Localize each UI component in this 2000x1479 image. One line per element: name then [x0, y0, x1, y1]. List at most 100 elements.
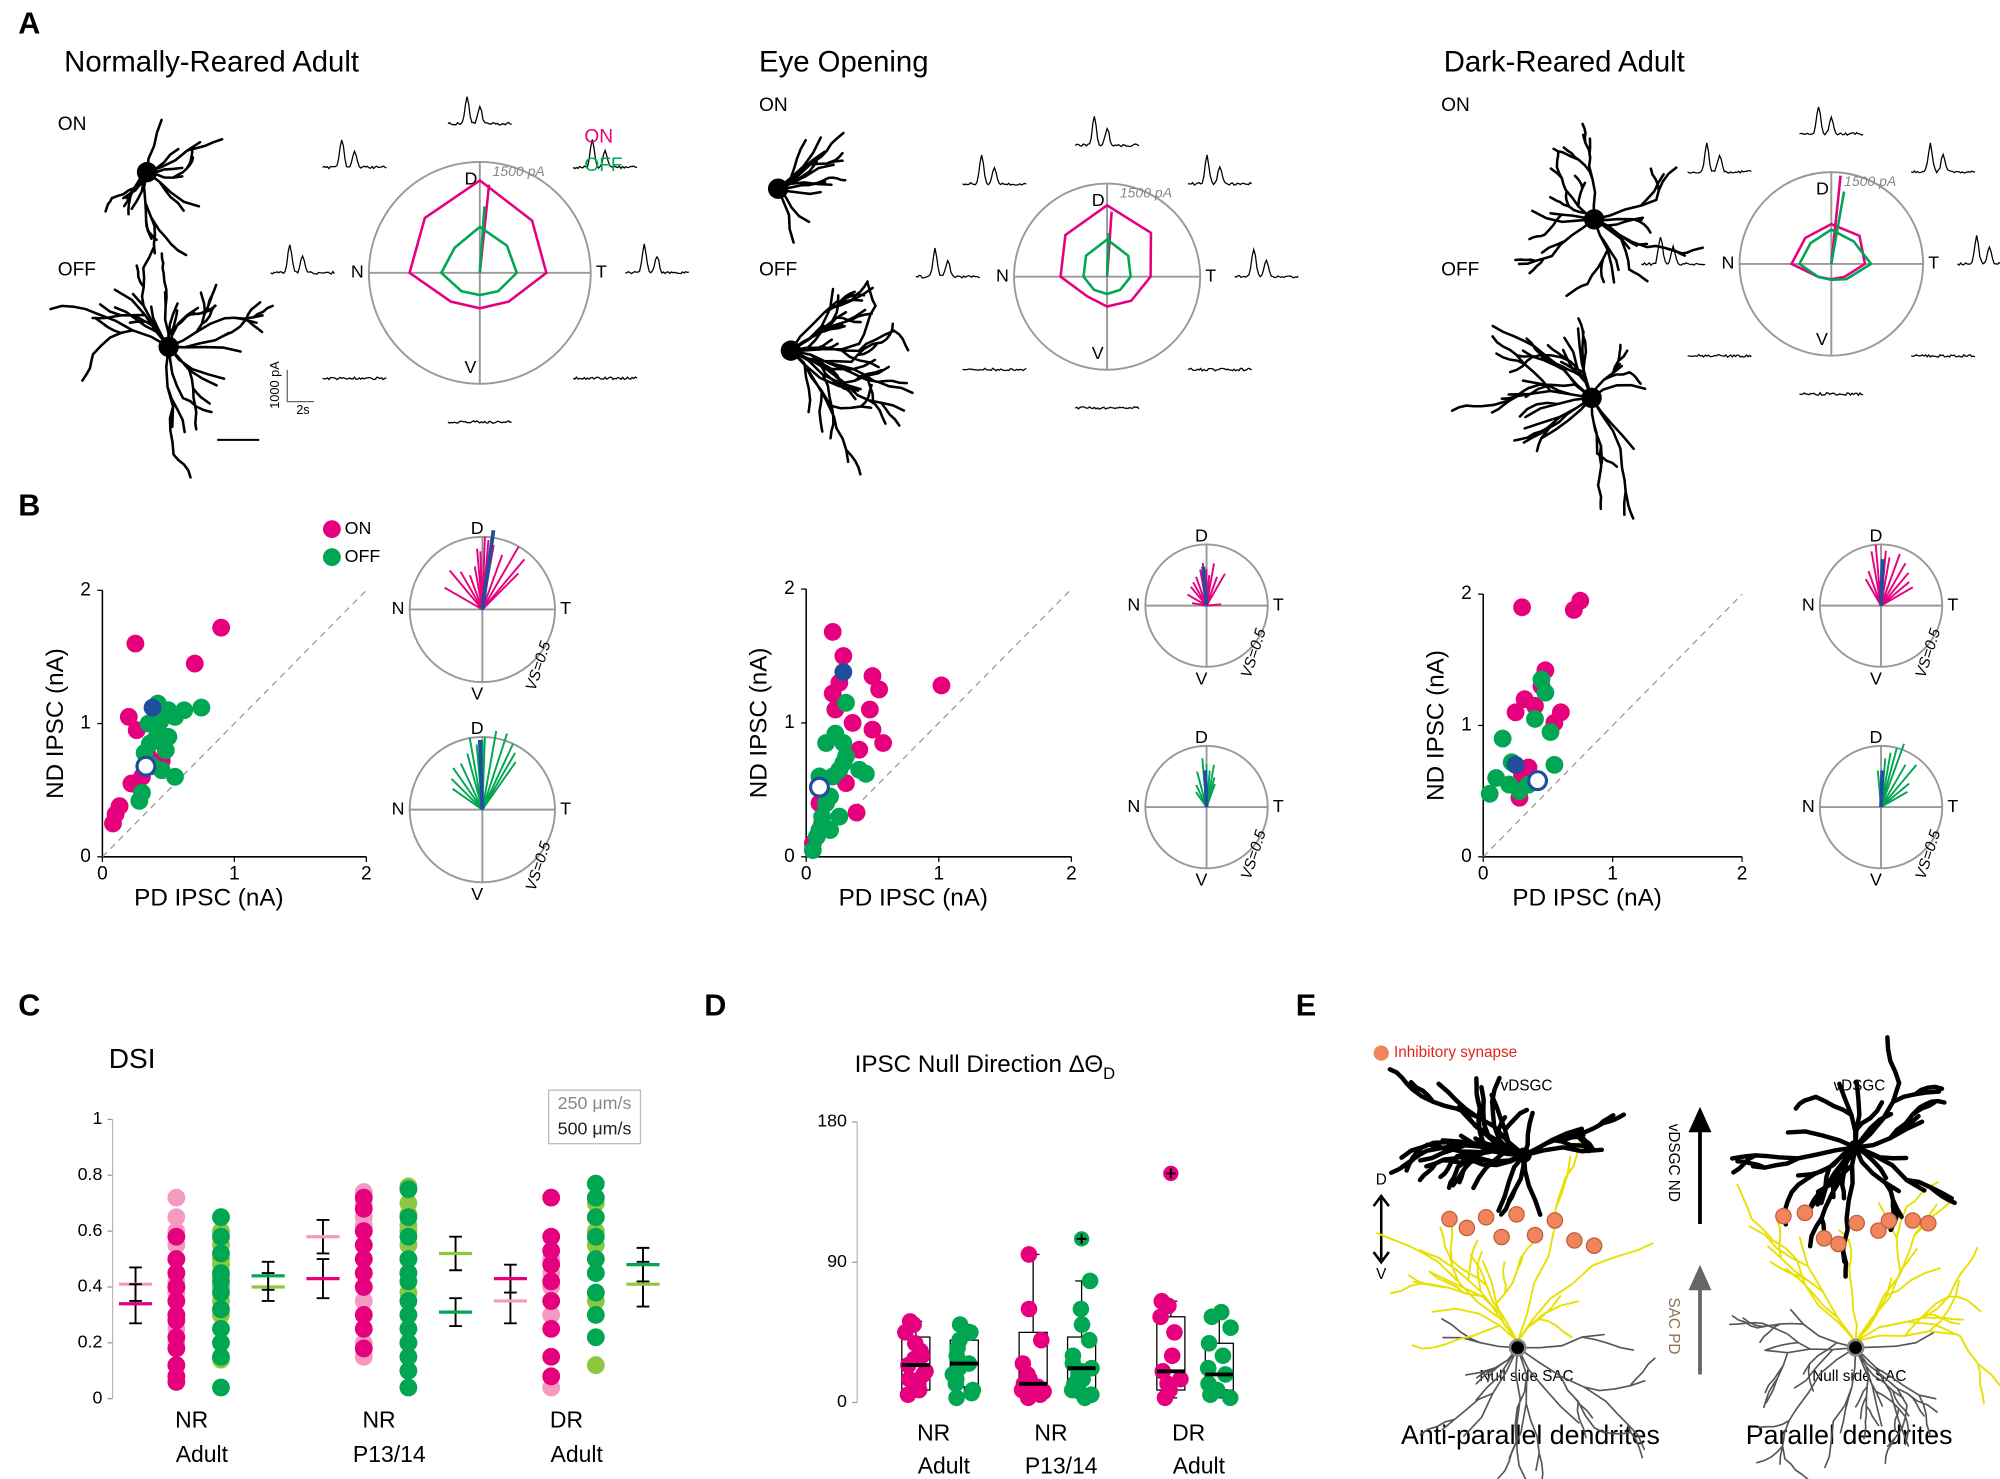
point	[586, 1328, 605, 1347]
direction-label: D	[1816, 179, 1829, 199]
soma	[1508, 1338, 1527, 1357]
dendrite	[1730, 1035, 1957, 1279]
direction-label: N	[1722, 253, 1735, 273]
x-tick-label: 2	[361, 864, 372, 885]
point	[542, 1347, 561, 1366]
point	[110, 797, 129, 816]
scale-label: 1000 pA	[267, 361, 282, 409]
direction-label: V	[1092, 343, 1104, 363]
title-text: IPSC Null Direction ΔΘ	[855, 1051, 1104, 1078]
y-tick-label: 2	[1461, 583, 1472, 604]
vector	[1880, 586, 1914, 607]
arrow-label: SAC PD	[1665, 1298, 1682, 1355]
x-axis-label: PD IPSC (nA)	[1512, 884, 1661, 911]
point	[910, 1375, 927, 1393]
point	[932, 676, 951, 695]
synapse	[1585, 1237, 1603, 1254]
legend-marker	[322, 548, 341, 567]
synapse	[1848, 1214, 1865, 1232]
point	[1513, 598, 1531, 617]
point	[354, 1292, 373, 1310]
point	[354, 1222, 373, 1241]
direction-label: V	[1870, 870, 1882, 890]
legend-box	[548, 1089, 642, 1145]
legend-label: ON	[584, 127, 613, 148]
dendrite	[1450, 317, 1647, 520]
x-tick-label: 1	[1607, 864, 1618, 885]
y-tick-label: 0	[92, 1387, 102, 1407]
point	[1551, 703, 1570, 722]
point	[167, 1264, 186, 1282]
trace	[1957, 235, 2000, 266]
y-tick-label: 180	[817, 1111, 847, 1131]
point	[135, 755, 157, 777]
point	[913, 1347, 931, 1365]
direction-label: D	[471, 518, 484, 538]
trace	[572, 139, 638, 170]
trace	[915, 247, 980, 279]
dendrite	[776, 131, 847, 244]
point	[354, 1250, 373, 1268]
direction-label: D	[471, 718, 484, 738]
vector	[481, 572, 519, 611]
point	[399, 1333, 418, 1352]
point	[192, 698, 211, 717]
vector	[1206, 603, 1222, 607]
point	[803, 841, 822, 860]
point	[951, 1316, 969, 1333]
point	[354, 1305, 373, 1324]
point	[586, 1250, 605, 1268]
direction-label: V	[1195, 668, 1207, 688]
trace	[1911, 353, 1976, 358]
soma	[1516, 1147, 1532, 1163]
direction-label: T	[560, 798, 571, 818]
radar-polygon	[1059, 203, 1153, 308]
point	[837, 747, 855, 766]
vector	[1203, 770, 1209, 808]
outlier-marker	[1076, 1233, 1087, 1244]
vector	[480, 530, 496, 610]
panel-label: E	[1296, 988, 1316, 1022]
direction-label: T	[1273, 594, 1284, 614]
trace	[1074, 405, 1140, 410]
point	[167, 1208, 186, 1227]
y-axis-label: ND IPSC (nA)	[1423, 650, 1450, 801]
x-tick-label: 0	[801, 864, 812, 885]
point	[863, 720, 882, 739]
point	[399, 1264, 418, 1282]
point	[1033, 1331, 1050, 1349]
caption: Parallel dendrites	[1746, 1420, 1953, 1450]
point	[399, 1180, 418, 1199]
trace	[1687, 142, 1752, 174]
vector	[1880, 790, 1909, 808]
panel-label: A	[18, 7, 40, 41]
point	[1493, 729, 1512, 748]
point	[212, 1272, 230, 1291]
direction-label: N	[351, 262, 364, 282]
panel-label: C	[18, 988, 40, 1022]
y-axis-label: ND IPSC (nA)	[42, 648, 69, 799]
dendrite	[104, 118, 224, 257]
synapse	[1904, 1212, 1922, 1229]
x-tick-label: DR	[1172, 1419, 1205, 1445]
point	[399, 1378, 418, 1397]
point	[1526, 696, 1544, 715]
point	[1020, 1300, 1038, 1318]
cell-label: ON	[58, 114, 87, 135]
dendrite	[49, 246, 274, 479]
trace	[1687, 353, 1752, 359]
point	[126, 634, 145, 653]
direction-label: V	[471, 684, 483, 704]
trace	[572, 376, 638, 381]
trace	[1641, 236, 1706, 267]
dendrite	[789, 280, 914, 476]
dendrite	[1728, 1308, 1938, 1479]
pd-vector	[478, 206, 486, 273]
pd-vector	[1105, 233, 1110, 277]
y-tick-label: 1	[92, 1108, 102, 1128]
x-tick-label: 2	[1066, 864, 1077, 885]
point	[542, 1292, 561, 1310]
x-tick-label: Adult	[176, 1441, 229, 1467]
point	[212, 1319, 230, 1338]
